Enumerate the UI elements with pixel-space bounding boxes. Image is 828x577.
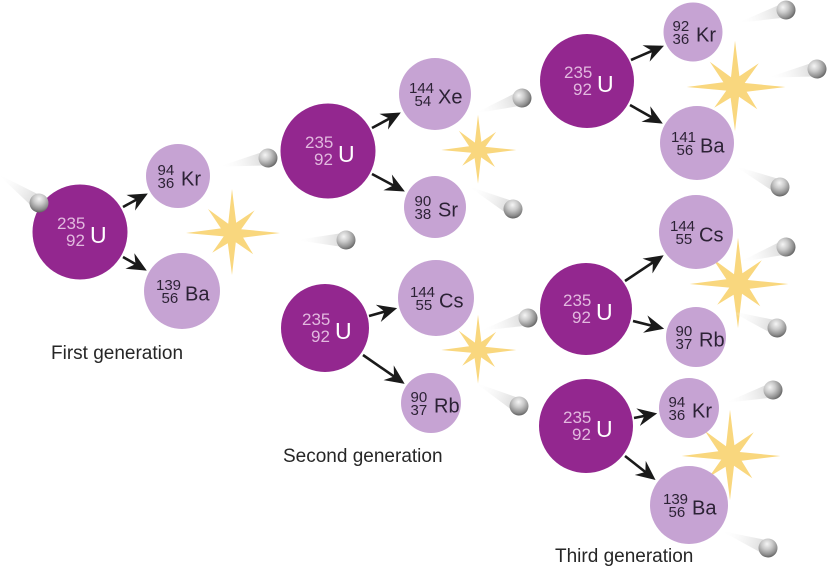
svg-text:Third generation: Third generation xyxy=(555,546,693,567)
svg-text:38: 38 xyxy=(415,206,432,223)
svg-text:54: 54 xyxy=(415,93,432,110)
svg-text:U: U xyxy=(597,71,614,97)
svg-text:U: U xyxy=(596,416,613,442)
svg-text:92: 92 xyxy=(573,80,592,99)
svg-text:56: 56 xyxy=(677,142,694,159)
svg-text:U: U xyxy=(338,141,355,167)
svg-text:Kr: Kr xyxy=(696,25,716,47)
svg-text:37: 37 xyxy=(411,402,428,419)
svg-text:Kr: Kr xyxy=(692,401,712,423)
svg-text:56: 56 xyxy=(162,290,179,307)
svg-text:Rb: Rb xyxy=(434,396,460,418)
svg-text:92: 92 xyxy=(572,425,591,444)
svg-text:First generation: First generation xyxy=(51,343,183,364)
svg-text:92: 92 xyxy=(314,150,333,169)
svg-text:U: U xyxy=(335,318,352,344)
svg-text:92: 92 xyxy=(572,308,591,327)
svg-text:Ba: Ba xyxy=(692,498,717,520)
svg-text:Sr: Sr xyxy=(438,200,458,222)
svg-text:92: 92 xyxy=(311,327,330,346)
svg-text:U: U xyxy=(596,299,613,325)
svg-text:Cs: Cs xyxy=(699,225,723,247)
svg-text:37: 37 xyxy=(676,336,693,353)
svg-text:36: 36 xyxy=(158,175,175,192)
svg-text:Ba: Ba xyxy=(700,136,725,158)
svg-text:Ba: Ba xyxy=(185,284,210,306)
svg-text:U: U xyxy=(90,222,107,248)
svg-text:Xe: Xe xyxy=(438,87,462,109)
svg-text:36: 36 xyxy=(673,31,690,48)
svg-text:56: 56 xyxy=(669,504,686,521)
svg-text:55: 55 xyxy=(416,297,433,314)
svg-text:92: 92 xyxy=(66,231,85,250)
svg-text:Kr: Kr xyxy=(181,169,201,191)
svg-text:Cs: Cs xyxy=(439,291,463,313)
svg-text:55: 55 xyxy=(676,231,693,248)
svg-text:Rb: Rb xyxy=(699,330,725,352)
svg-text:36: 36 xyxy=(669,407,686,424)
svg-text:Second generation: Second generation xyxy=(283,446,443,467)
